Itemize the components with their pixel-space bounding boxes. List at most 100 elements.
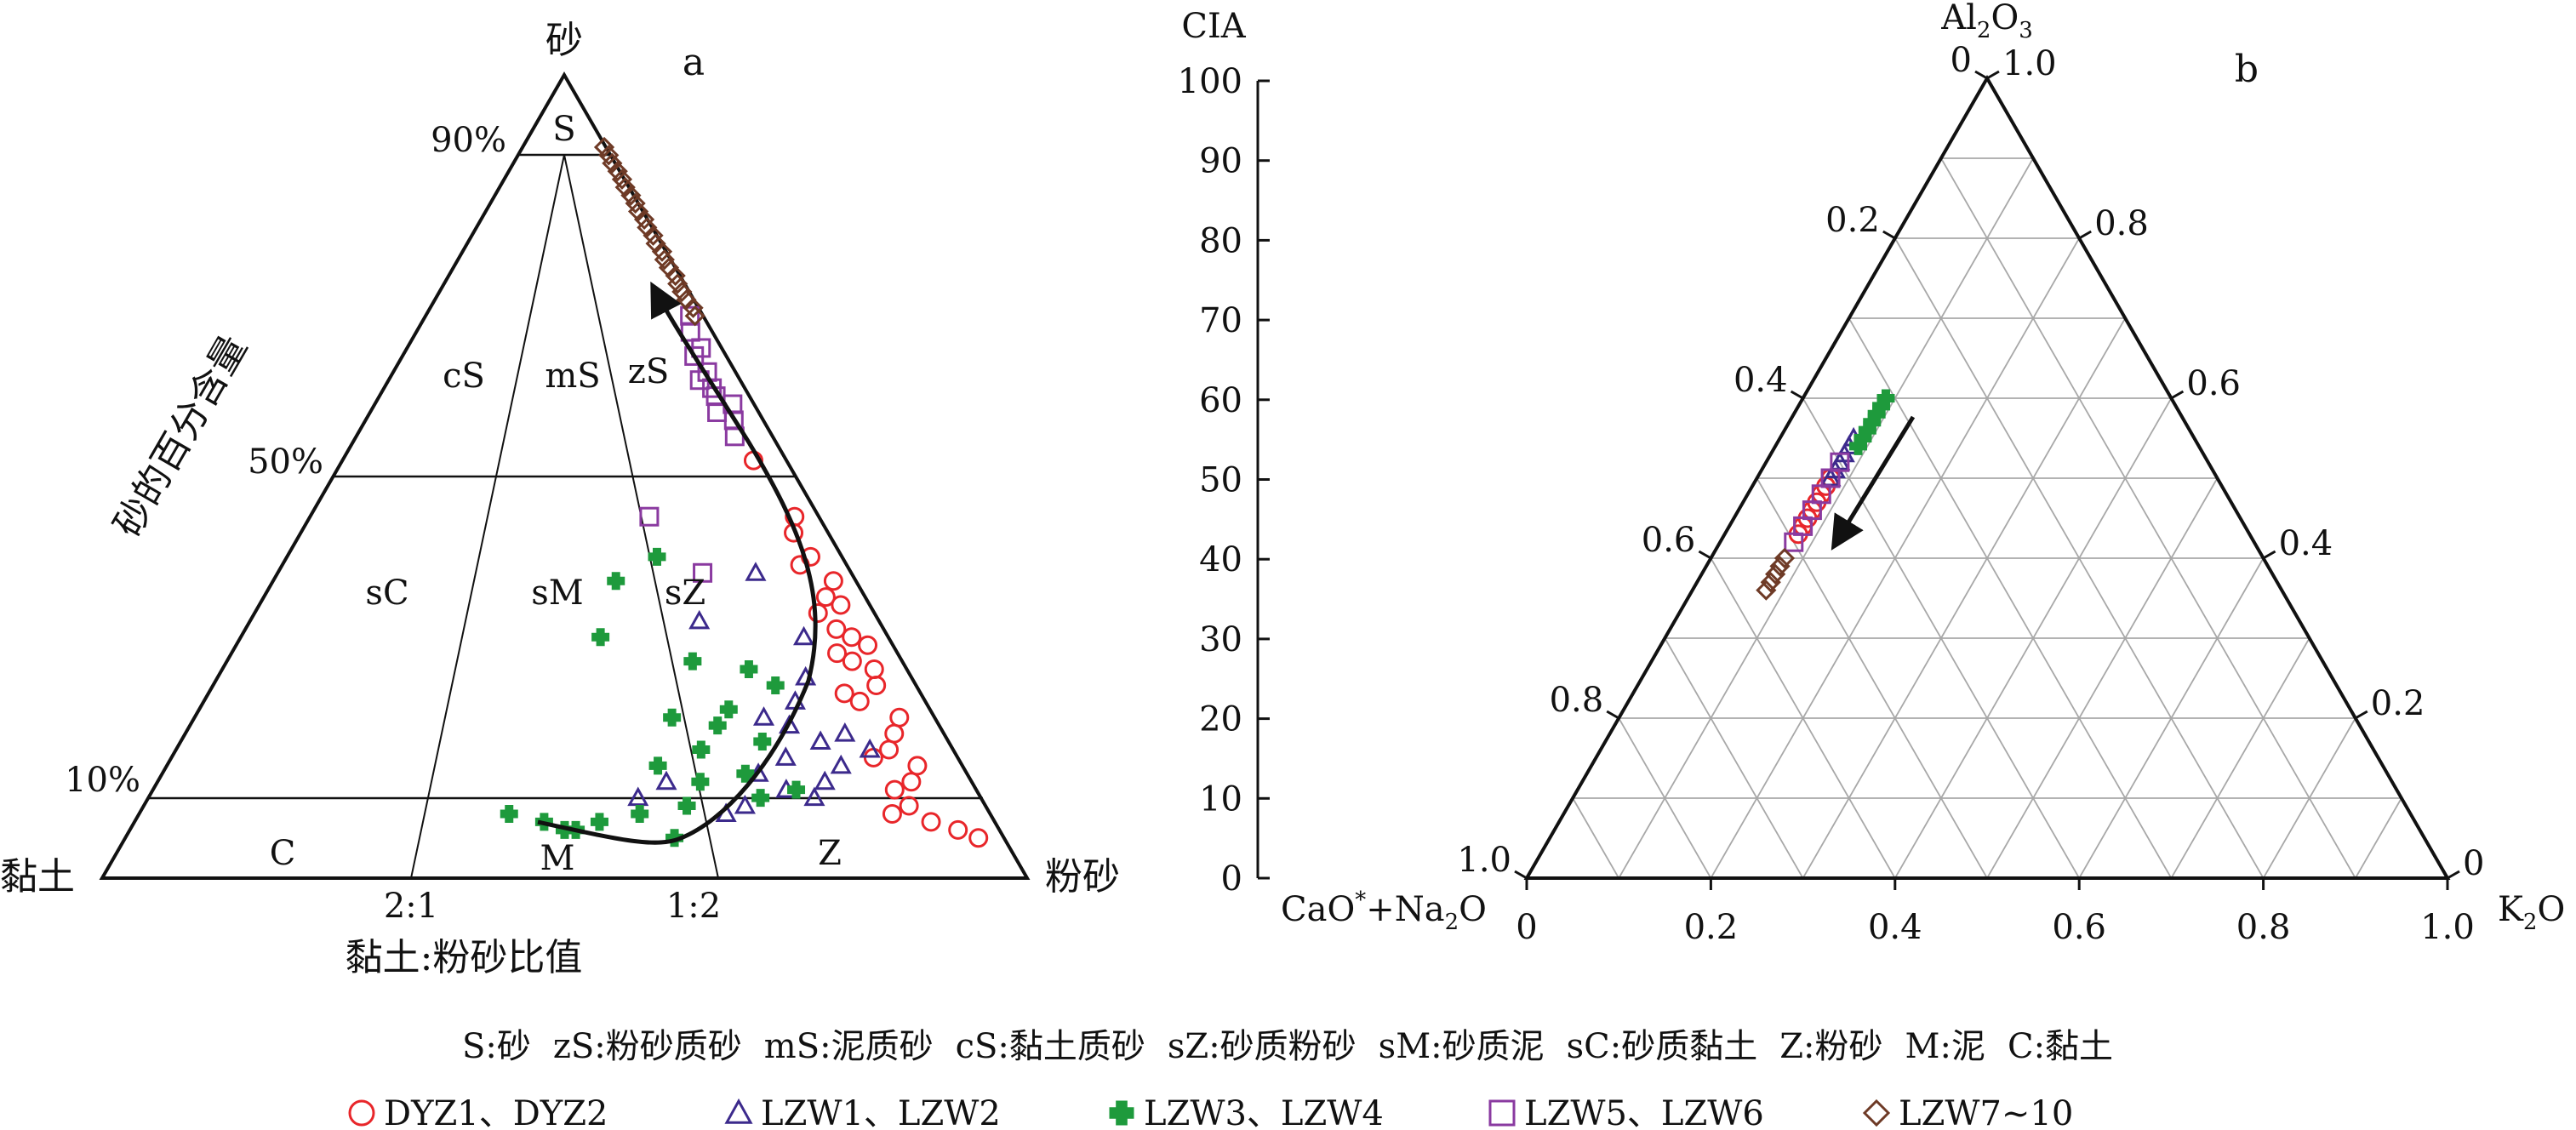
abbr-sC: sC:砂质黏土 [1567, 1027, 1758, 1066]
data-point-cross [663, 708, 682, 727]
tick-label-right: 0.4 [2279, 524, 2333, 563]
data-point-diamond [598, 145, 620, 166]
data-point-cross [648, 756, 667, 775]
data-point-square [1784, 532, 1804, 552]
ratio-label-1to2: 1:2 [666, 887, 721, 926]
legend-series: DYZ1、DYZ2 LZW1、LZW2 LZW3、LZW4 LZW5、LZW6 LZW7… [348, 1094, 2073, 1130]
data-point-diamond [620, 185, 642, 206]
data-point-cross [766, 676, 785, 694]
legend-marker-circle [348, 1099, 375, 1127]
tick-label-right: 0 [2463, 844, 2484, 883]
zone-S: S [552, 110, 575, 149]
abbr-cS: cS:黏土质砂 [956, 1027, 1145, 1066]
ternary-grid-b [1572, 157, 2402, 879]
data-point-diamond [1765, 563, 1786, 585]
apex-label-k2o: K2O [2498, 890, 2565, 935]
grid-line [1710, 557, 1896, 879]
data-point-circle [849, 691, 870, 711]
data-point-cross [665, 829, 684, 848]
tick-label-left: 0 [1951, 41, 1972, 80]
cia-tick-label: 0 [1221, 859, 1242, 899]
zone-zS: zS [628, 352, 669, 391]
data-point-circle [884, 723, 905, 744]
data-point-cross [692, 740, 711, 759]
abbr-zS: zS:粉砂质砂 [553, 1027, 742, 1066]
tick-mark [2447, 870, 2460, 880]
trend-arrow-a [537, 281, 818, 845]
apex-label-al2o3: Al2O3 [1940, 0, 2033, 43]
cia-tick-label: 20 [1199, 700, 1242, 739]
data-point-triangle [834, 722, 856, 742]
data-point-cross [1849, 437, 1868, 455]
tick-mark [1514, 870, 1528, 880]
data-point-circle [842, 627, 862, 648]
data-point-cross [719, 700, 738, 719]
legend-label: LZW1、LZW2 [761, 1094, 1001, 1130]
data-point-triangle [809, 730, 831, 750]
pct-label-90: 90% [431, 121, 506, 160]
abbr-C: C:黏土 [2008, 1027, 2113, 1066]
data-point-square [691, 338, 711, 358]
data-point-diamond [637, 217, 658, 238]
cia-tick-label: 70 [1199, 301, 1242, 340]
cia-tick-label: 80 [1199, 221, 1242, 260]
grid-line [1618, 157, 2034, 879]
data-point-triangle [627, 786, 649, 807]
data-point-cross [631, 804, 649, 823]
data-point-diamond [651, 241, 673, 262]
data-point-triangle [752, 706, 775, 726]
panel-b-points [1756, 389, 1895, 601]
data-point-square [693, 562, 713, 583]
data-point-diamond [1756, 579, 1777, 601]
data-point-circle [858, 635, 878, 655]
apex-label-cao-na2o: CaO*+Na2O [1281, 887, 1487, 935]
grid-line [2262, 717, 2356, 879]
tick-label-bottom: 0 [1516, 908, 1537, 947]
tick-label-left: 1.0 [1457, 841, 1511, 880]
data-point-circle [921, 812, 941, 832]
data-point-square [680, 305, 700, 326]
data-point-circle [899, 796, 919, 816]
tick-label-left: 0.2 [1825, 201, 1880, 240]
data-point-diamond [684, 305, 705, 327]
tick-mark [1986, 70, 2000, 80]
data-point-circle [831, 595, 851, 615]
zone-sC: sC [365, 574, 408, 613]
abbr-sM: sM:砂质泥 [1379, 1027, 1545, 1066]
zone-cS: cS [443, 357, 485, 396]
data-point-cross [683, 652, 702, 671]
grid-line [1940, 157, 2356, 879]
cia-tick-label: 10 [1199, 779, 1242, 819]
data-point-diamond [643, 225, 664, 246]
pct-label-10: 10% [65, 761, 140, 800]
data-point-triangle [814, 770, 836, 790]
tick-label-bottom: 0.8 [2236, 908, 2291, 947]
data-point-cross [500, 804, 518, 823]
tick-mark [1974, 70, 1988, 80]
cia-tick-label: 40 [1199, 540, 1242, 579]
grid-line [2078, 557, 2265, 879]
apex-label-clay: 黏土 [0, 855, 75, 899]
data-point-diamond [625, 192, 646, 214]
data-point-cross [708, 716, 727, 735]
tick-label-left: 0.6 [1642, 521, 1696, 560]
cia-axis-ticks: 0 10 20 30 40 50 60 70 80 90 100 [1178, 62, 1270, 899]
zone-Z: Z [818, 834, 842, 873]
data-point-cross [753, 733, 772, 751]
tick-mark [2262, 550, 2276, 560]
legend-marker-diamond [1862, 1099, 1891, 1127]
grid-line [1756, 477, 1988, 879]
data-point-triangle [830, 754, 852, 774]
ternary-outline-b [1523, 74, 2451, 880]
divider-2to1 [410, 154, 565, 879]
cia-tick-label: 60 [1199, 381, 1242, 420]
legend: S:砂 zS:粉砂质砂 mS:泥质砂 cS:黏土质砂 sZ:砂质粉砂 sM:砂质泥 sC:砂… [348, 1027, 2113, 1130]
panel-label-b: b [2235, 48, 2259, 91]
tick-label-bottom: 0.4 [1868, 908, 1922, 947]
zone-C: C [270, 834, 296, 873]
data-point-diamond [611, 168, 633, 190]
tick-mark [2078, 230, 2092, 240]
panel-a-points [500, 136, 989, 848]
data-point-diamond [1773, 547, 1796, 569]
